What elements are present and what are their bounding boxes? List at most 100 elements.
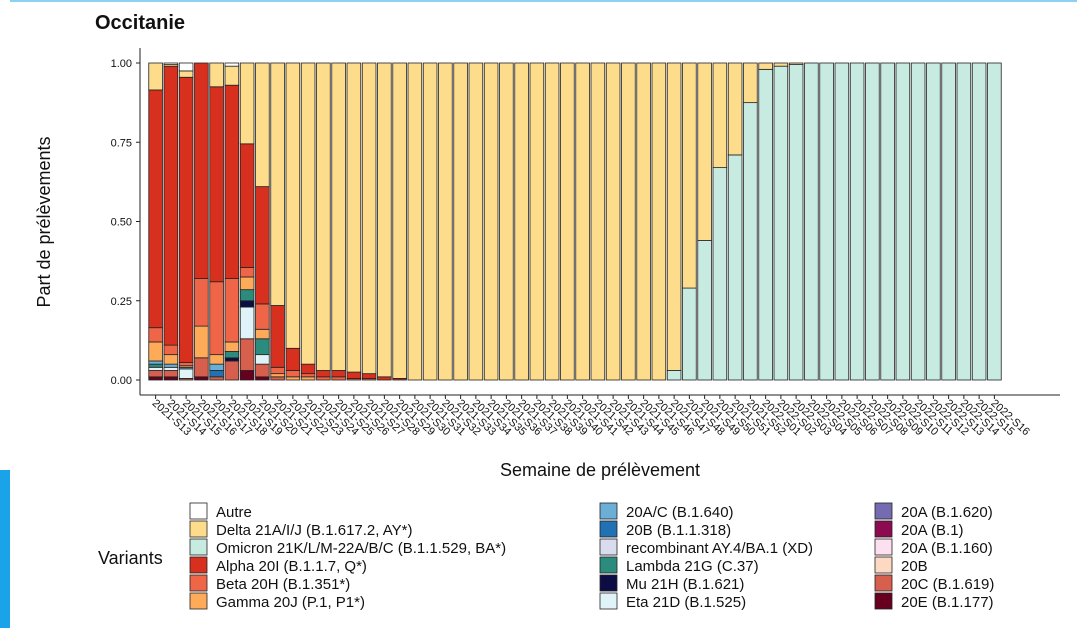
- legend-swatch: [189, 556, 208, 574]
- frame-accent: [0, 470, 10, 628]
- bar-segment: [605, 62, 621, 381]
- bar-segment: [255, 186, 270, 305]
- bar-segment: [529, 62, 545, 381]
- bar-segment: [941, 62, 956, 381]
- bar-segment: [148, 341, 163, 362]
- legend-label: 20B (B.1.1.318): [626, 522, 731, 539]
- bar-segment: [224, 62, 240, 67]
- chart-title: Occitanie: [95, 12, 185, 34]
- bar-segment: [666, 370, 682, 381]
- legend-label: 20E (B.1.177): [901, 594, 994, 611]
- bar-segment: [544, 62, 560, 381]
- bar-segment: [239, 338, 255, 371]
- bar-segment: [300, 376, 316, 381]
- bar-segment: [788, 62, 804, 65]
- bar-segment: [865, 62, 880, 381]
- bar-segment: [560, 62, 575, 381]
- bar-segment: [239, 267, 255, 278]
- bar-segment: [880, 62, 895, 381]
- bar-segment: [316, 376, 331, 381]
- bar-segment: [148, 89, 163, 329]
- bar-segment: [346, 62, 362, 373]
- bar-segment: [163, 344, 179, 356]
- bar-segment: [743, 62, 758, 104]
- legend-label: Mu 21H (B.1.621): [626, 576, 744, 593]
- bar-segment: [758, 62, 773, 70]
- bar-segment: [239, 300, 255, 308]
- bar-segment: [163, 363, 179, 368]
- bar-segment: [895, 62, 911, 381]
- bar-segment: [697, 240, 712, 381]
- bar-segment: [270, 376, 285, 381]
- bar-segment: [651, 62, 667, 381]
- bar-segment: [163, 370, 179, 378]
- bar-segment: [194, 376, 209, 381]
- bar-segment: [804, 62, 819, 381]
- legend-label: 20B: [901, 558, 928, 575]
- bar-segment: [697, 62, 712, 241]
- legend-label: Omicron 21K/L/M-22A/B/C (B.1.1.529, BA*): [216, 540, 506, 557]
- bar-segment: [239, 370, 255, 381]
- bar-segment: [224, 360, 240, 381]
- bar-segment: [224, 351, 240, 359]
- bar-segment: [178, 368, 194, 379]
- bar-segment: [392, 62, 407, 379]
- legend-swatch: [874, 592, 893, 610]
- bar-segment: [971, 62, 987, 381]
- legend-swatch: [599, 592, 618, 610]
- bar-segment: [834, 62, 850, 381]
- bar-segment: [316, 62, 331, 371]
- bar-segment: [148, 327, 163, 343]
- bar-segment: [788, 64, 804, 381]
- bar-segment: [194, 357, 209, 378]
- bar-segment: [956, 62, 972, 381]
- bar-segment: [148, 370, 163, 378]
- legend-swatch: [599, 538, 618, 556]
- bar-segment: [255, 303, 270, 330]
- bar-segment: [270, 305, 285, 368]
- bar-segment: [239, 289, 255, 302]
- y-tick-label: 0.75: [111, 137, 132, 149]
- bar-segment: [438, 62, 453, 381]
- bar-segment: [331, 370, 346, 378]
- bar-segment: [209, 370, 224, 378]
- bar-segment: [300, 373, 316, 378]
- legend-swatch: [874, 502, 893, 520]
- legend-label: recombinant AY.4/BA.1 (XD): [626, 540, 813, 557]
- bar-segment: [270, 373, 285, 378]
- bar-segment: [285, 347, 301, 371]
- bar-segment: [926, 62, 941, 381]
- bar-segment: [239, 143, 255, 268]
- bar-segment: [712, 167, 728, 381]
- legend-swatch: [599, 520, 618, 538]
- bar-segment: [209, 354, 224, 365]
- bar-segment: [316, 370, 331, 378]
- bar-segment: [163, 62, 179, 65]
- bar-segment: [255, 338, 270, 356]
- bar-segment: [758, 68, 773, 381]
- bar-segment: [300, 62, 316, 365]
- bar-segment: [712, 62, 728, 169]
- legend-swatch: [599, 502, 618, 520]
- bar-segment: [468, 62, 484, 381]
- y-tick-label: 0.25: [111, 296, 132, 308]
- legend-swatch: [599, 574, 618, 592]
- bar-segment: [773, 62, 789, 67]
- bar-segment: [148, 366, 163, 371]
- bar-segment: [727, 62, 743, 156]
- bar-segment: [590, 62, 606, 381]
- bar-segment: [209, 86, 224, 283]
- bar-segment: [194, 325, 209, 359]
- legend-swatch: [189, 502, 208, 520]
- legend-swatch: [874, 520, 893, 538]
- bar-segment: [849, 62, 865, 381]
- bar-segment: [209, 363, 224, 371]
- legend-label: 20A/C (B.1.640): [626, 504, 734, 521]
- bar-segment: [178, 70, 194, 78]
- bar-segment: [255, 363, 270, 378]
- y-tick-label: 1.00: [111, 58, 132, 70]
- bar-segment: [209, 281, 224, 356]
- bar-segment: [239, 276, 255, 291]
- bar-segment: [621, 62, 636, 381]
- bar-segment: [163, 366, 179, 371]
